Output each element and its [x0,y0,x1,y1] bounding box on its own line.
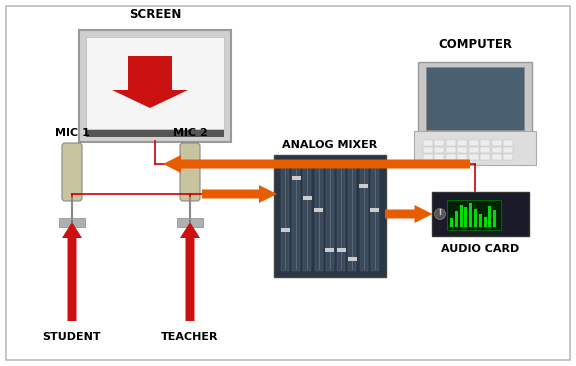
FancyBboxPatch shape [370,208,379,212]
FancyBboxPatch shape [434,147,444,153]
FancyBboxPatch shape [474,209,477,227]
FancyBboxPatch shape [337,166,345,271]
Text: COMPUTER: COMPUTER [438,37,512,51]
FancyBboxPatch shape [423,154,433,160]
FancyBboxPatch shape [426,67,524,130]
FancyBboxPatch shape [414,131,536,164]
FancyBboxPatch shape [281,166,289,271]
Text: ANALOG MIXER: ANALOG MIXER [282,140,378,150]
FancyBboxPatch shape [62,143,82,201]
FancyBboxPatch shape [488,206,491,227]
FancyBboxPatch shape [445,154,456,160]
FancyBboxPatch shape [59,218,85,227]
Polygon shape [163,155,470,173]
FancyBboxPatch shape [484,217,487,227]
FancyBboxPatch shape [180,143,200,201]
FancyBboxPatch shape [491,140,502,146]
FancyBboxPatch shape [491,154,502,160]
FancyBboxPatch shape [371,166,379,271]
FancyBboxPatch shape [86,37,224,129]
FancyBboxPatch shape [457,140,467,146]
FancyBboxPatch shape [314,166,323,271]
Text: SCREEN: SCREEN [129,8,181,21]
FancyBboxPatch shape [177,218,203,227]
FancyBboxPatch shape [446,200,501,230]
Text: MIC 1: MIC 1 [55,128,89,138]
FancyBboxPatch shape [336,248,346,252]
FancyBboxPatch shape [468,147,479,153]
Polygon shape [180,222,200,321]
FancyBboxPatch shape [423,140,433,146]
FancyBboxPatch shape [491,147,502,153]
FancyBboxPatch shape [460,205,463,227]
FancyBboxPatch shape [274,155,386,277]
FancyBboxPatch shape [503,140,513,146]
Text: STUDENT: STUDENT [43,332,101,342]
FancyBboxPatch shape [445,140,456,146]
FancyBboxPatch shape [455,211,458,227]
FancyBboxPatch shape [359,184,368,188]
FancyBboxPatch shape [423,147,433,153]
Polygon shape [385,205,433,223]
FancyBboxPatch shape [464,207,467,227]
FancyBboxPatch shape [480,154,490,160]
FancyBboxPatch shape [468,154,479,160]
FancyBboxPatch shape [304,166,312,271]
FancyBboxPatch shape [493,210,496,227]
Text: AUDIO CARD: AUDIO CARD [441,244,519,254]
FancyBboxPatch shape [291,176,301,180]
FancyBboxPatch shape [431,192,529,236]
FancyBboxPatch shape [468,140,479,146]
FancyBboxPatch shape [469,203,472,227]
FancyBboxPatch shape [503,154,513,160]
FancyBboxPatch shape [348,166,357,271]
FancyBboxPatch shape [434,154,444,160]
FancyBboxPatch shape [314,208,323,212]
FancyBboxPatch shape [479,213,482,227]
FancyBboxPatch shape [281,228,290,232]
FancyBboxPatch shape [480,147,490,153]
Polygon shape [62,222,82,321]
Circle shape [434,209,445,220]
FancyBboxPatch shape [292,166,300,271]
FancyBboxPatch shape [457,154,467,160]
FancyBboxPatch shape [6,6,570,360]
FancyBboxPatch shape [79,30,231,142]
FancyBboxPatch shape [418,61,532,135]
Polygon shape [112,56,188,108]
Text: MIC 2: MIC 2 [173,128,207,138]
FancyBboxPatch shape [303,196,312,200]
Polygon shape [202,185,277,203]
FancyBboxPatch shape [445,147,456,153]
FancyBboxPatch shape [325,248,335,252]
FancyBboxPatch shape [359,166,367,271]
FancyBboxPatch shape [480,140,490,146]
FancyBboxPatch shape [450,218,453,227]
FancyBboxPatch shape [457,147,467,153]
Text: TEACHER: TEACHER [161,332,219,342]
FancyBboxPatch shape [86,130,224,137]
FancyBboxPatch shape [348,257,357,261]
FancyBboxPatch shape [326,166,334,271]
FancyBboxPatch shape [434,140,444,146]
FancyBboxPatch shape [503,147,513,153]
